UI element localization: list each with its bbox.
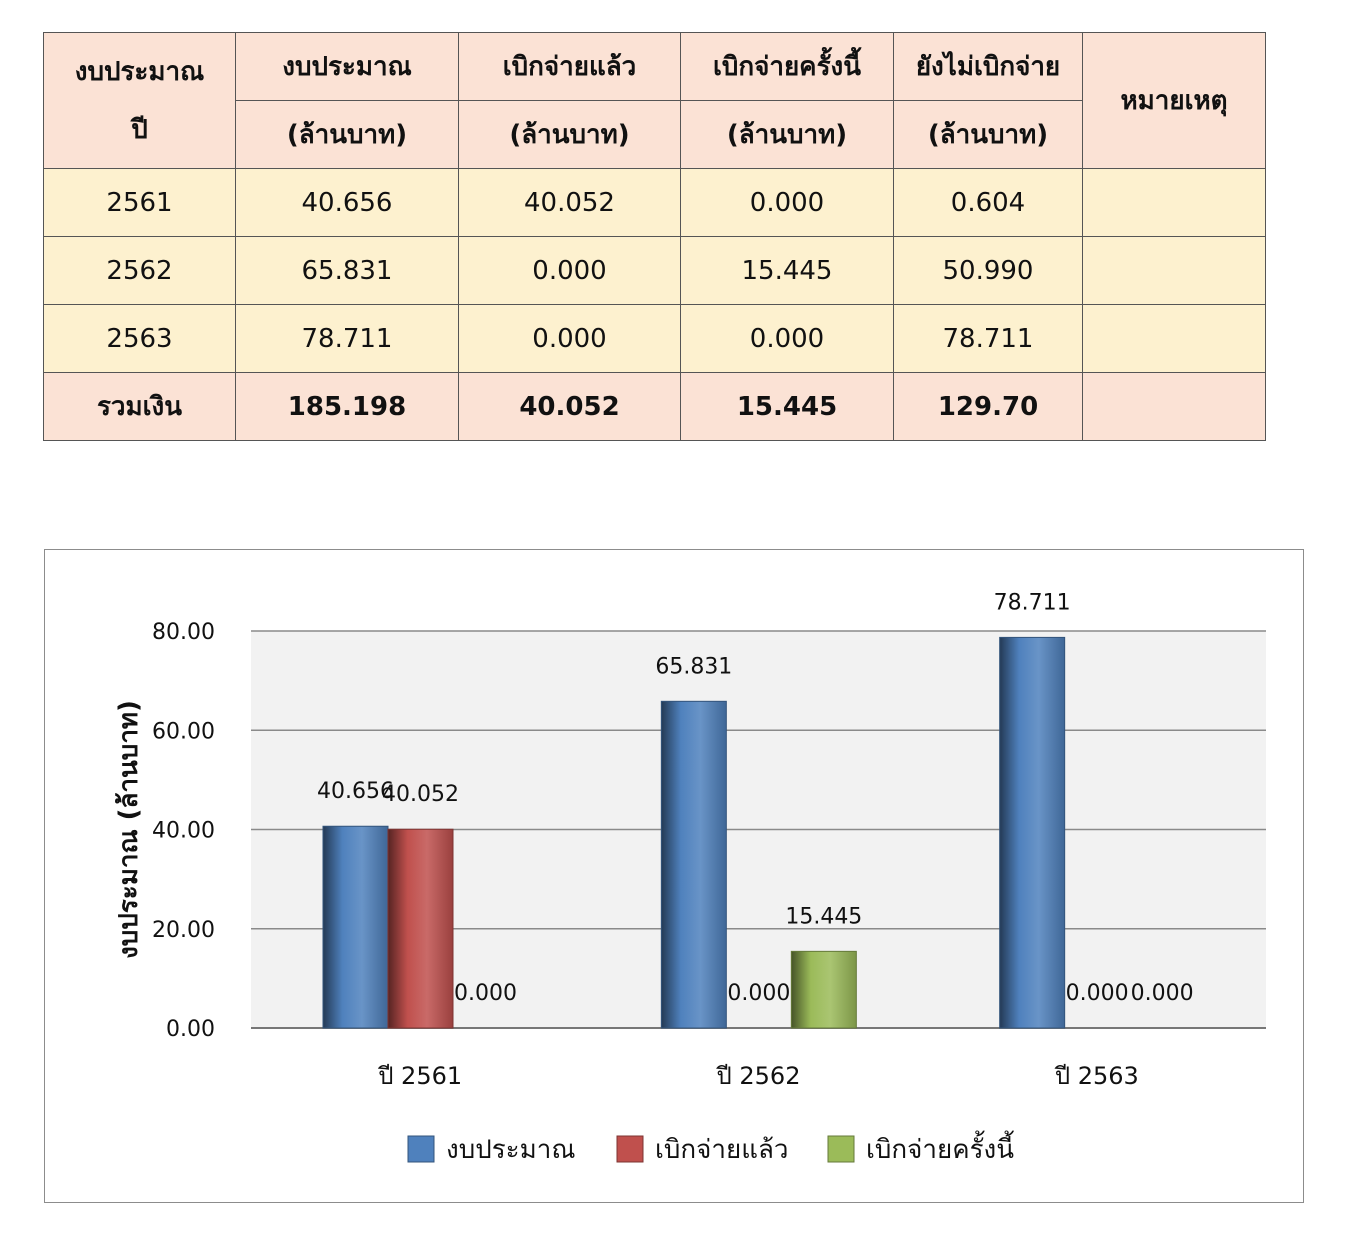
legend-item: งบประมาณ [407,1135,576,1165]
legend-swatch [407,1135,435,1163]
total-budget: 185.198 [235,372,459,441]
cell-note [1082,236,1266,305]
bar-3-2 [790,950,857,1029]
total-label: รวมเงิน [43,372,236,441]
data-label: 0.000 [1066,981,1129,1006]
x-tick-label: ปี 2561 [377,1062,462,1090]
budget-table: งบประมาณ ปี งบประมาณ เบิกจ่ายแล้ว เบิกจ่… [43,32,1266,441]
y-axis-title: งบประมาณ (ล้านบาท) [114,700,144,959]
table-header-row-1: งบประมาณ ปี งบประมาณ เบิกจ่ายแล้ว เบิกจ่… [43,32,1266,169]
bar-1-1 [322,825,389,1029]
cell-remaining: 78.711 [893,304,1083,373]
y-tick-label: 0.00 [166,1017,215,1042]
header-unit-remaining: (ล้านบาท) [893,100,1083,169]
cell-budget: 40.656 [235,168,459,237]
header-budget-year-line1: งบประมาณ [74,56,205,87]
data-label: 40.052 [382,782,459,807]
cell-disbursed: 0.000 [458,304,681,373]
bar-2-1 [387,828,454,1029]
cell-remaining: 0.604 [893,168,1083,237]
data-label: 65.831 [655,654,732,679]
bars [322,636,1066,1029]
cell-budget: 78.711 [235,304,459,373]
header-unit-disbursed: (ล้านบาท) [458,100,681,169]
y-tick-label: 40.00 [152,819,215,844]
legend: งบประมาณ เบิกจ่ายแล้ว เบิกจ่ายครั้งนี้ [407,1130,1014,1165]
y-tick-label: 20.00 [152,918,215,943]
legend-item: เบิกจ่ายครั้งนี้ [827,1130,1014,1165]
header-budget-year-line2: ปี [131,114,148,145]
y-tick-label: 80.00 [152,620,215,645]
header-unit-current: (ล้านบาท) [680,100,894,169]
y-axis-ticks: 0.00 20.00 40.00 60.00 80.00 [152,620,215,1042]
cell-budget: 65.831 [235,236,459,305]
data-label: 0.000 [454,981,517,1006]
bar-1-3 [999,636,1066,1029]
legend-label: งบประมาณ [446,1135,576,1165]
legend-swatch [616,1135,644,1163]
header-current-disbursement: เบิกจ่ายครั้งนี้ [680,32,894,101]
total-remaining: 129.70 [893,372,1083,441]
cell-note [1082,304,1266,373]
data-label: 78.711 [994,590,1071,615]
y-tick-label: 60.00 [152,719,215,744]
x-tick-label: ปี 2562 [715,1062,800,1090]
bar-1-2 [660,700,727,1029]
header-note: หมายเหตุ [1082,32,1266,169]
total-disbursed: 40.052 [458,372,681,441]
header-disbursed: เบิกจ่ายแล้ว [458,32,681,101]
table-header-row-2: (ล้านบาท) (ล้านบาท) (ล้านบาท) (ล้านบาท) [44,100,1266,169]
cell-disbursed: 0.000 [458,236,681,305]
table-row: 2563 78.711 0.000 0.000 78.711 [43,304,1266,373]
header-unit-budget: (ล้านบาท) [235,100,459,169]
header-budget: งบประมาณ [235,32,459,101]
data-label: 15.445 [785,904,862,929]
legend-label: เบิกจ่ายครั้งนี้ [866,1130,1014,1165]
cell-remaining: 50.990 [893,236,1083,305]
table-row: 2562 65.831 0.000 15.445 50.990 [43,236,1266,305]
cell-disbursed: 40.052 [458,168,681,237]
header-budget-year: งบประมาณ ปี [43,32,236,169]
cell-current: 0.000 [680,168,894,237]
cell-current: 15.445 [680,236,894,305]
total-note [1082,372,1266,441]
cell-year: 2561 [43,168,236,237]
total-current: 15.445 [680,372,894,441]
cell-year: 2563 [43,304,236,373]
table-row: 2561 40.656 40.052 0.000 0.604 [43,168,1266,237]
legend-label: เบิกจ่ายแล้ว [655,1135,789,1165]
data-label: 0.000 [1131,981,1194,1006]
data-label: 40.656 [317,779,394,804]
chart-frame: 0.00 20.00 40.00 60.00 80.00 40.656 40.052 0.0… [44,549,1304,1203]
legend-item: เบิกจ่ายแล้ว [616,1135,789,1165]
x-axis-ticks: ปี 2561 ปี 2562 ปี 2563 [377,1062,1139,1090]
header-not-disbursed: ยังไม่เบิกจ่าย [893,32,1083,101]
data-label: 0.000 [727,981,790,1006]
x-tick-label: ปี 2563 [1054,1062,1139,1090]
cell-current: 0.000 [680,304,894,373]
legend-swatch [827,1135,855,1163]
cell-year: 2562 [43,236,236,305]
table-total-row: รวมเงิน 185.198 40.052 15.445 129.70 [43,372,1266,441]
cell-note [1082,168,1266,237]
